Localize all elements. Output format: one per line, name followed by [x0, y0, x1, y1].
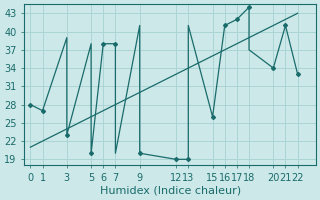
X-axis label: Humidex (Indice chaleur): Humidex (Indice chaleur) [100, 186, 241, 196]
